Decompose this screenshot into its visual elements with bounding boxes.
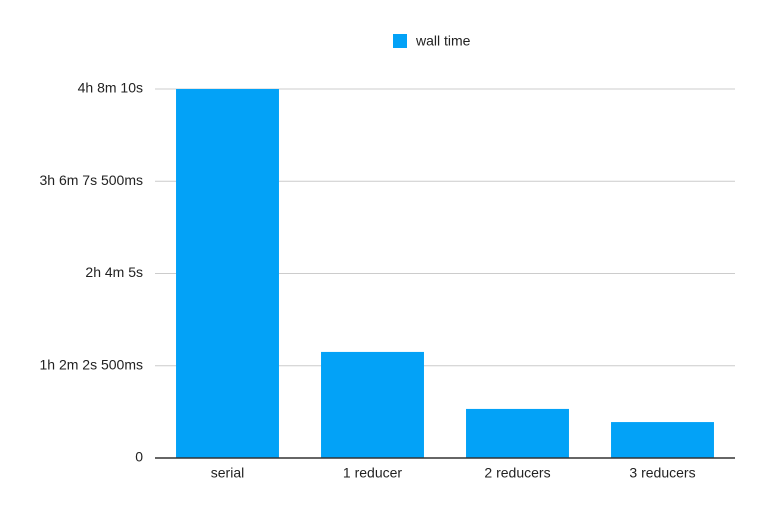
bar <box>611 422 714 458</box>
x-tick-label: 2 reducers <box>484 465 550 481</box>
y-tick-label: 1h 2m 2s 500ms <box>40 356 144 372</box>
x-tick-label: 3 reducers <box>629 465 695 481</box>
y-tick-label: 2h 4m 5s <box>85 264 143 280</box>
x-tick-label: serial <box>211 465 244 481</box>
y-tick-label: 0 <box>135 449 143 465</box>
x-tick-label: 1 reducer <box>343 465 402 481</box>
legend-label: wall time <box>415 33 471 49</box>
y-tick-label: 3h 6m 7s 500ms <box>40 172 144 188</box>
legend-swatch <box>393 34 407 48</box>
y-tick-label: 4h 8m 10s <box>78 80 143 96</box>
bar <box>176 89 279 458</box>
bar <box>321 351 424 458</box>
bar <box>466 408 569 458</box>
